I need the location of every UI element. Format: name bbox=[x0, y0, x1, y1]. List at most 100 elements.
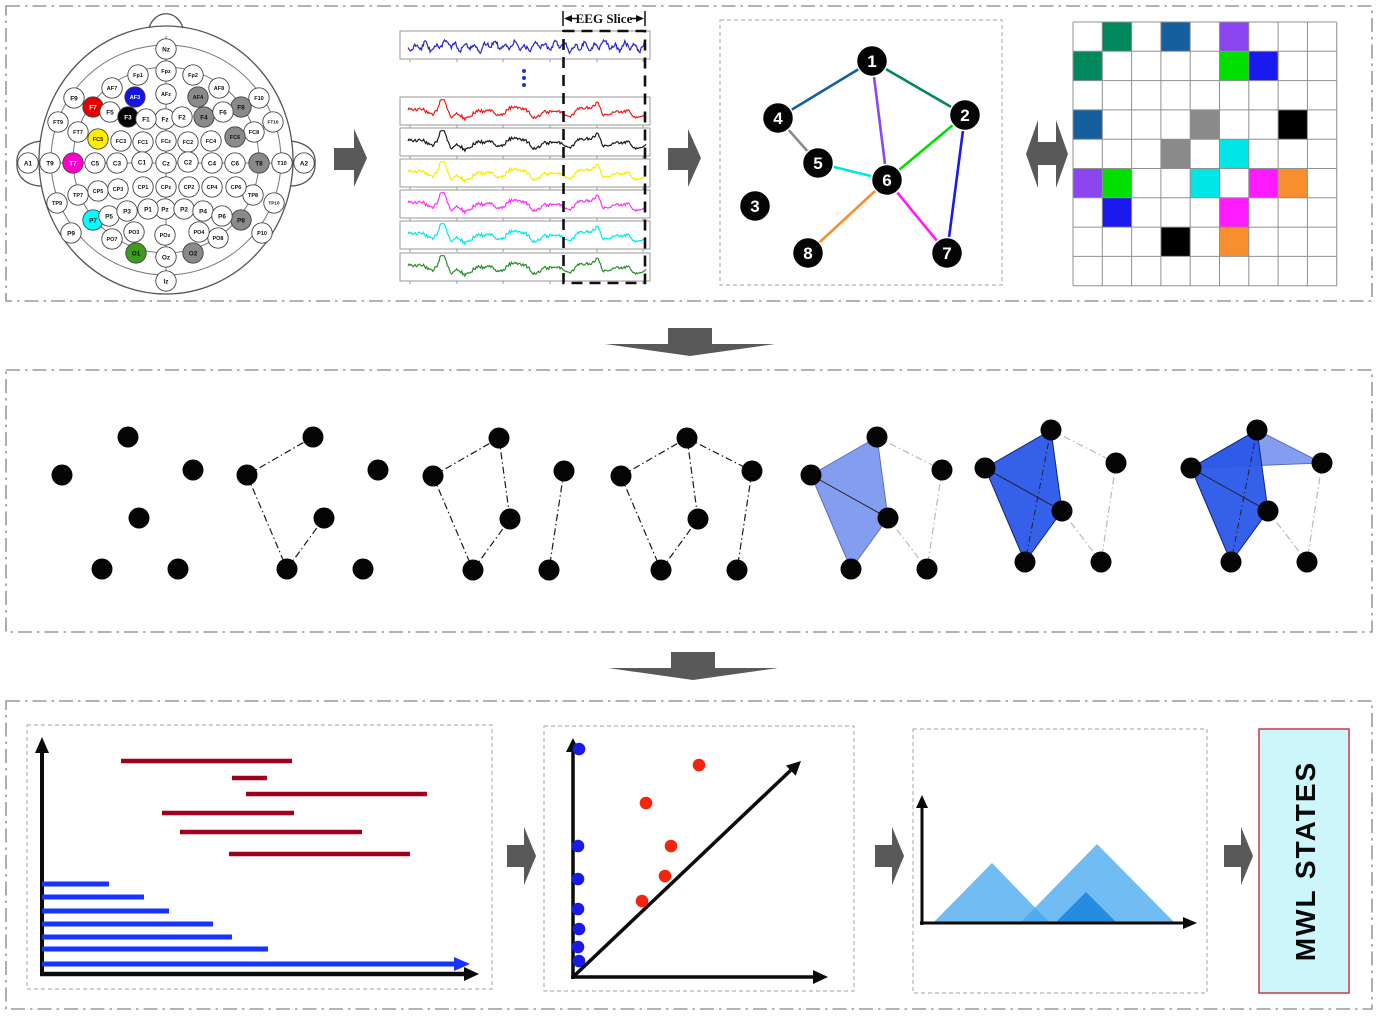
electrode-CPz bbox=[155, 176, 177, 198]
electrode-label-F1: F1 bbox=[142, 116, 150, 123]
cloud-point-T bbox=[302, 426, 324, 448]
cloud-edge-light bbox=[1050, 429, 1117, 464]
electrode-label-CP3: CP3 bbox=[113, 187, 124, 193]
cloud-point-T bbox=[1040, 419, 1062, 441]
electrode-label-TP9: TP9 bbox=[52, 201, 62, 207]
electrode-label-T8: T8 bbox=[255, 160, 263, 167]
electrode-FT10 bbox=[262, 111, 284, 133]
electrode-label-PO3: PO3 bbox=[128, 230, 139, 236]
electrode-label-F2: F2 bbox=[178, 114, 186, 121]
electrode-C5 bbox=[84, 152, 106, 174]
slice-right-arrow-icon bbox=[636, 15, 644, 22]
electrode-label-Nz: Nz bbox=[162, 46, 170, 53]
electrode-label-FCz: FCz bbox=[161, 139, 171, 145]
graph-node-label-4: 4 bbox=[773, 109, 783, 128]
electrode-T9 bbox=[39, 152, 61, 174]
graph-node-label-2: 2 bbox=[960, 106, 969, 125]
simplex-dark bbox=[984, 429, 1063, 564]
adjacency-matrix-panel bbox=[1072, 21, 1338, 287]
electrode-AFz bbox=[155, 83, 177, 105]
trace-box-6 bbox=[399, 220, 651, 250]
electrode-Fp2 bbox=[182, 64, 204, 86]
cloud-point-L bbox=[610, 465, 632, 487]
electrode-label-PO8: PO8 bbox=[212, 236, 223, 242]
cloud-point-BL bbox=[1014, 551, 1036, 573]
cloud-point-R bbox=[553, 460, 575, 482]
electrode-label-P7: P7 bbox=[89, 217, 97, 224]
graph-edge-2-6 bbox=[886, 114, 966, 181]
cloud-point-R bbox=[1311, 452, 1333, 474]
graph-node-7 bbox=[930, 236, 964, 270]
electrode-label-CP1: CP1 bbox=[138, 185, 149, 191]
electrode-label-F10: F10 bbox=[254, 96, 263, 102]
point-cloud-2 bbox=[236, 426, 389, 580]
landscape-triangle-1 bbox=[933, 863, 1050, 923]
cloud-point-C bbox=[313, 507, 335, 529]
cloud-edge-light bbox=[876, 436, 943, 471]
cloud-edge-light bbox=[1100, 462, 1117, 563]
electrode-label-TP7: TP7 bbox=[73, 193, 83, 199]
electrode-label-F5: F5 bbox=[106, 109, 114, 116]
electrode-label-P8: P8 bbox=[237, 217, 245, 224]
cloud-point-BL bbox=[462, 559, 484, 581]
cloud-edge bbox=[736, 470, 753, 571]
electrode-O1 bbox=[125, 242, 147, 264]
arrow-row1-to-row2-icon bbox=[605, 328, 775, 356]
simplex-dark bbox=[1190, 429, 1269, 564]
cloud-point-C bbox=[877, 507, 899, 529]
electrode-label-AF7: AF7 bbox=[107, 86, 117, 92]
eeg-slice-window bbox=[562, 29, 647, 285]
point-cloud-1 bbox=[51, 426, 204, 580]
eeg-slice-annotation: EEG Slice bbox=[562, 11, 647, 285]
cloud-point-T bbox=[117, 426, 139, 448]
cloud-edge-light bbox=[1061, 510, 1102, 563]
electrode-FC3 bbox=[110, 130, 132, 152]
trace-box-2 bbox=[399, 96, 651, 126]
h1-point-1 bbox=[692, 758, 706, 772]
cloud-edge-light bbox=[926, 469, 943, 570]
cloud-edge-light bbox=[1306, 462, 1323, 563]
matrix-cell-r7c6 bbox=[1219, 197, 1249, 228]
electrode-label-Pz: Pz bbox=[161, 206, 168, 213]
cloud-edge bbox=[246, 436, 314, 476]
electrode-label-CPz: CPz bbox=[161, 185, 172, 191]
electrode-POz bbox=[154, 224, 176, 246]
matrix-cell-r4c8 bbox=[1278, 109, 1308, 140]
landscape-y-arrow-icon bbox=[916, 795, 928, 808]
electrode-AF3 bbox=[124, 86, 146, 108]
electrode-label-T9: T9 bbox=[46, 160, 54, 167]
electrode-label-FC1: FC1 bbox=[138, 140, 148, 146]
barcode-panel-border bbox=[26, 724, 493, 990]
matrix-cell-r5c4 bbox=[1160, 139, 1191, 169]
cloud-point-R bbox=[931, 459, 953, 481]
electrode-label-FC2: FC2 bbox=[183, 140, 193, 146]
simplex-diagonal bbox=[984, 467, 1063, 512]
slice-left-arrow-icon bbox=[564, 15, 572, 22]
electrode-label-POz: POz bbox=[160, 233, 171, 239]
electrode-label-CP4: CP4 bbox=[207, 185, 219, 191]
matrix-cell-r2c7 bbox=[1248, 51, 1279, 81]
electrode-CP3 bbox=[107, 178, 129, 200]
electrode-label-P5: P5 bbox=[105, 213, 113, 220]
electrode-label-F6: F6 bbox=[219, 109, 227, 116]
electrode-C2 bbox=[177, 151, 199, 173]
graph-node-3 bbox=[738, 189, 772, 223]
ellipsis-dot-icon bbox=[522, 76, 526, 80]
eeg-trace-2 bbox=[407, 99, 647, 122]
electrode-label-Fp2: Fp2 bbox=[188, 73, 198, 79]
electrode-CP6 bbox=[225, 176, 247, 198]
cloud-edge-light bbox=[887, 517, 928, 570]
mwl-box-frame bbox=[1258, 728, 1350, 994]
h1-point-2 bbox=[639, 796, 653, 810]
electrode-FT9 bbox=[47, 111, 69, 133]
cloud-point-T bbox=[866, 426, 888, 448]
graph-node-label-5: 5 bbox=[813, 154, 822, 173]
h1-point-5 bbox=[635, 894, 649, 908]
arrow-row2-to-row3-icon bbox=[608, 652, 778, 680]
landscape-panel-border bbox=[912, 728, 1208, 994]
eeg-montage-panel: Nz Fpz AFz Fz FCz Cz CPz Pz POz Oz Iz Fp1 AF7 F7 FT7 T7… bbox=[16, 13, 316, 295]
ellipsis-dot-icon bbox=[522, 69, 526, 73]
barcode-x-arrow-icon bbox=[464, 967, 479, 981]
electrode-label-FC8: FC8 bbox=[249, 130, 259, 136]
